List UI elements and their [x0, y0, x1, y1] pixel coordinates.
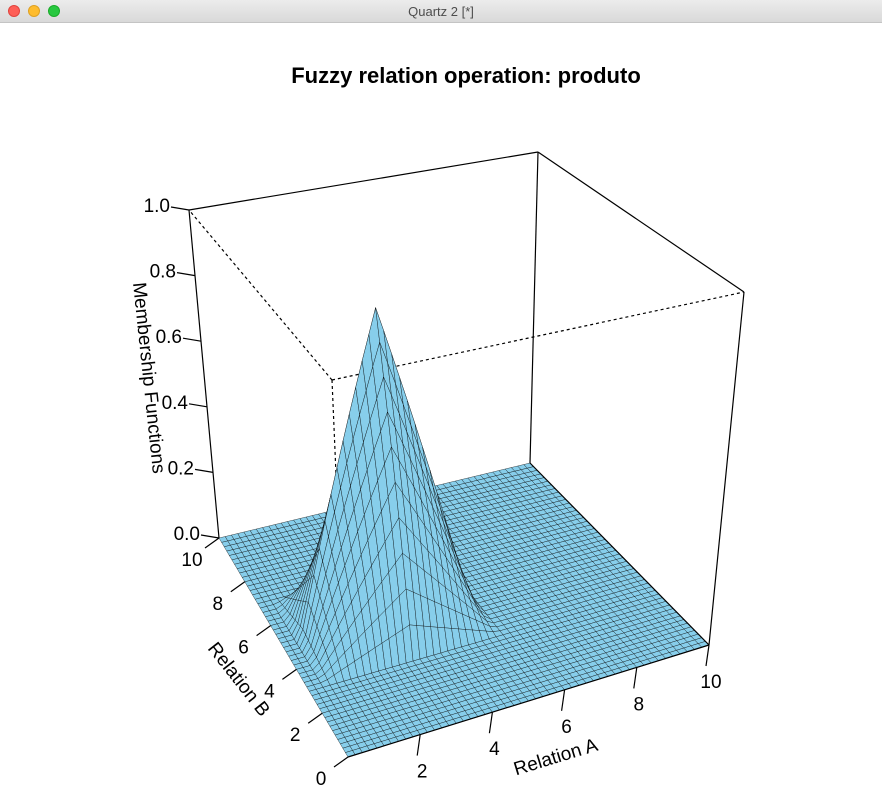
y-tick-mark	[204, 537, 220, 549]
z-tick-label: 0.0	[174, 524, 200, 545]
z-axis-label: Membership Functions	[128, 281, 169, 474]
x-tick-mark	[416, 734, 421, 756]
y-tick-mark	[230, 581, 246, 593]
x-tick-label: 4	[489, 739, 500, 760]
x-tick-mark	[488, 712, 493, 734]
z-tick-mark	[182, 337, 202, 342]
y-tick-label: 10	[181, 550, 202, 571]
close-window-button[interactable]	[8, 5, 20, 17]
z-tick-label: 0.6	[156, 327, 182, 348]
y-tick-mark	[333, 756, 349, 768]
z-tick-mark	[194, 468, 214, 473]
y-tick-label: 6	[238, 638, 249, 659]
x-tick-mark	[633, 667, 638, 689]
surface-mesh	[218, 307, 710, 758]
z-tick-label: 0.4	[162, 393, 189, 414]
y-tick-label: 0	[316, 769, 327, 785]
y-tick-label: 8	[213, 594, 224, 615]
z-tick-mark	[200, 534, 220, 539]
y-tick-mark	[282, 668, 297, 680]
y-tick-label: 2	[290, 725, 301, 746]
window-title: Quartz 2 [*]	[408, 4, 474, 19]
box-edge-bottom	[347, 644, 710, 758]
z-tick-mark	[176, 272, 196, 277]
x-tick-label: 8	[634, 694, 645, 715]
box-edge-top	[188, 151, 539, 211]
x-tick-mark	[705, 644, 710, 667]
x-tick-label: 2	[417, 762, 428, 783]
zoom-window-button[interactable]	[48, 5, 60, 17]
title-bar: Quartz 2 [*]	[0, 0, 882, 23]
y-tick-mark	[307, 712, 323, 724]
box-edge-bottom	[529, 462, 710, 646]
axes: 2 4 6 8 10 0 2 4 6 8 10 0.0 0.2 0.4 0.6 0.8 1.0	[144, 196, 722, 785]
z-tick-label: 0.2	[168, 458, 194, 479]
box-edge-hidden-top	[188, 209, 333, 381]
x-axis-label: Relation A	[511, 735, 600, 781]
z-tick-mark	[188, 403, 208, 408]
box-edge-vertical	[708, 291, 745, 646]
z-tick-label: 0.8	[150, 262, 176, 283]
box-edge-top	[537, 151, 745, 293]
x-tick-mark	[561, 689, 566, 711]
surface-plot: Fuzzy relation operation: produto 2 4 6 8 10…	[128, 63, 745, 785]
y-tick-mark	[256, 625, 271, 637]
z-tick-mark	[170, 206, 190, 211]
box-edge-vertical	[188, 209, 220, 539]
x-tick-label: 6	[561, 717, 572, 738]
chart-title: Fuzzy relation operation: produto	[291, 63, 641, 88]
x-tick-label: 10	[700, 672, 721, 693]
z-tick-label: 1.0	[144, 196, 170, 217]
minimize-window-button[interactable]	[28, 5, 40, 17]
y-tick-label: 4	[264, 681, 275, 702]
box-front-edges	[188, 151, 745, 758]
box-edge-hidden-top	[331, 291, 745, 381]
box-edge-vertical	[529, 151, 539, 464]
